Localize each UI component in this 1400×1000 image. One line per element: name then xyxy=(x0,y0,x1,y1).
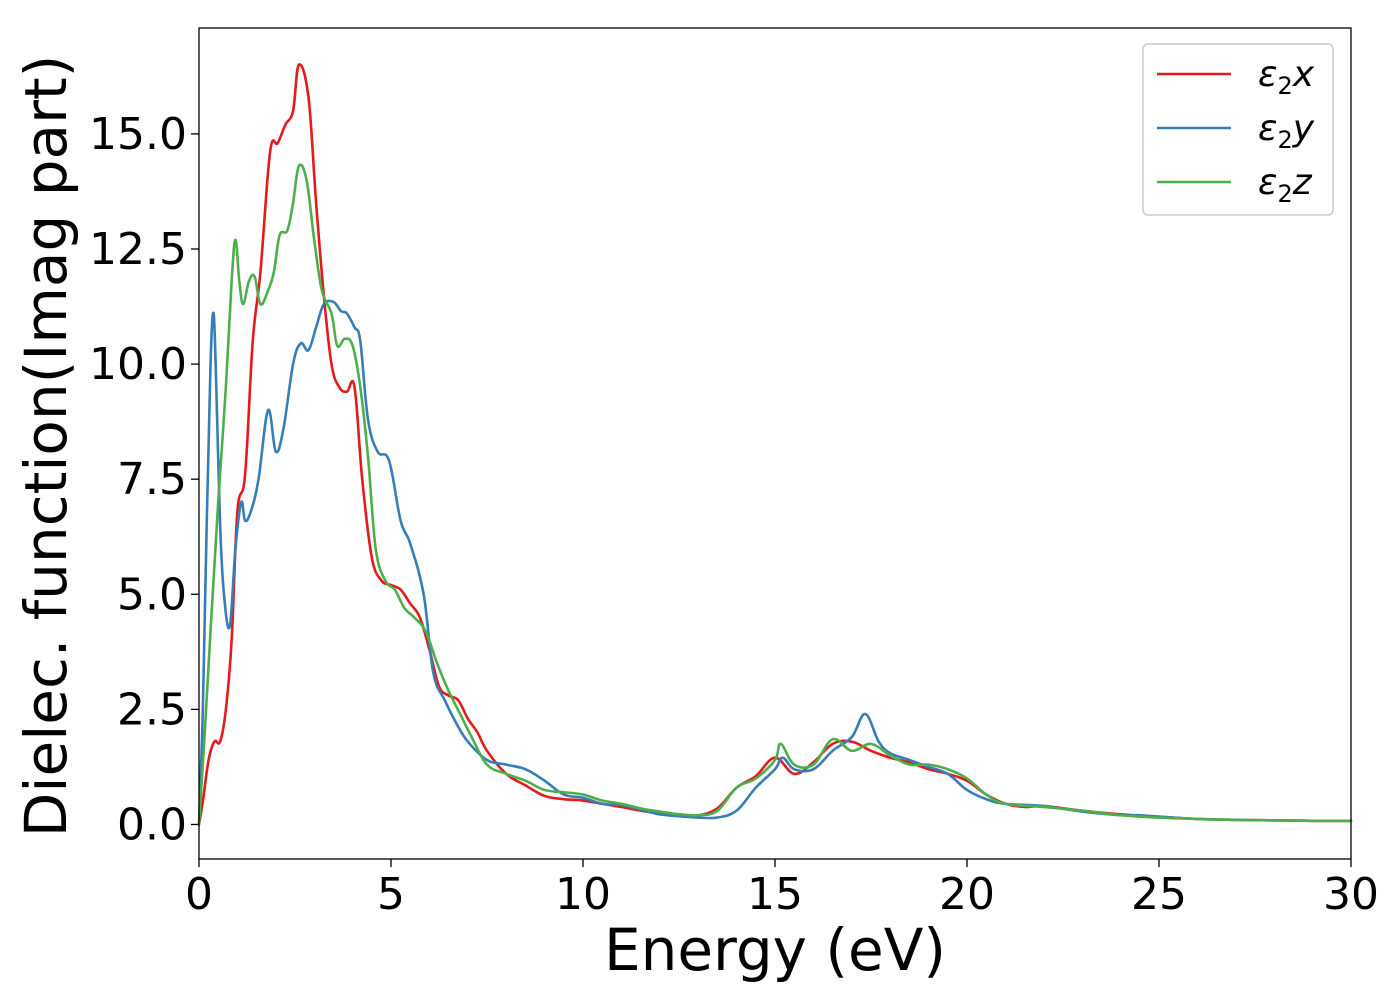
x-tick-label: 25 xyxy=(1131,869,1187,920)
x-tick-label: 0 xyxy=(185,869,213,920)
y-tick-label: 7.5 xyxy=(117,454,187,505)
y-axis-ticks: 0.0 2.5 5.0 7.5 10.0 12.5 15.0 xyxy=(89,109,199,850)
y-tick-label: 12.5 xyxy=(89,224,187,275)
legend-label-z: ε2z xyxy=(1258,162,1313,208)
legend-label-x: ε2x xyxy=(1258,54,1315,100)
x-tick-label: 5 xyxy=(377,869,405,920)
x-axis-ticks: 0 5 10 15 20 25 30 xyxy=(185,859,1379,920)
y-tick-label: 0.0 xyxy=(117,799,187,850)
y-axis-label: Dielec. function(Imag part) xyxy=(12,55,80,838)
x-axis-label: Energy (eV) xyxy=(604,916,946,984)
series-line-z xyxy=(197,163,1353,826)
legend-frame xyxy=(1142,43,1334,216)
x-tick-label: 30 xyxy=(1323,869,1379,920)
y-tick-label: 15.0 xyxy=(89,109,187,160)
y-tick-label: 2.5 xyxy=(117,684,187,735)
series-layer xyxy=(197,63,1353,826)
y-tick-label: 5.0 xyxy=(117,569,187,620)
x-tick-label: 10 xyxy=(555,869,611,920)
legend: ε2x ε2y ε2z xyxy=(1142,43,1334,216)
legend-label-y: ε2y xyxy=(1258,108,1315,154)
x-tick-label: 15 xyxy=(747,869,803,920)
x-tick-label: 20 xyxy=(939,869,995,920)
y-tick-label: 10.0 xyxy=(89,339,187,390)
series-line-x xyxy=(197,63,1353,826)
